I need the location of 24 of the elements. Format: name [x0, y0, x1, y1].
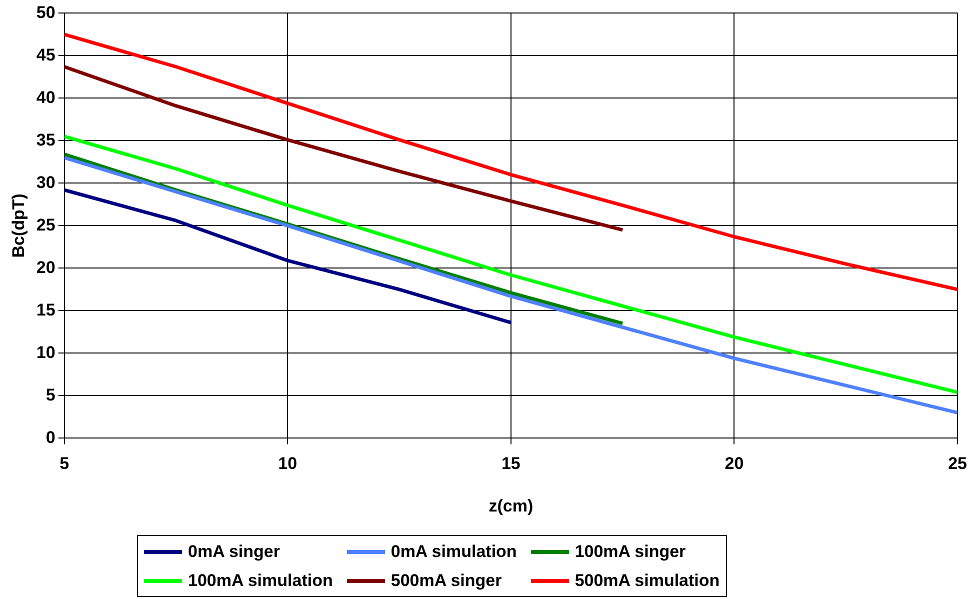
legend-label: 500mA singer — [390, 570, 502, 590]
legend-label: 100mA simulation — [188, 570, 333, 590]
y-tick-label: 45 — [36, 45, 56, 64]
x-tick-label: 10 — [278, 454, 298, 474]
y-tick-label: 50 — [36, 2, 56, 22]
legend-label: 500mA simulation — [574, 570, 720, 590]
legend-label: 0mA simulation — [390, 542, 517, 562]
legend-label: 100mA singer — [574, 542, 686, 562]
y-tick-label: 35 — [36, 130, 56, 150]
y-tick-label: 0 — [46, 428, 56, 447]
legend-label: 0mA singer — [188, 542, 280, 562]
y-tick-label: 40 — [36, 88, 56, 107]
x-tick-label: 20 — [724, 454, 744, 474]
y-tick-label: 5 — [46, 385, 56, 404]
y-tick-label: 10 — [36, 342, 56, 362]
y-axis-title: Bc(dpT) — [8, 194, 28, 258]
x-tick-label: 25 — [948, 454, 968, 474]
x-axis-title: z(cm) — [488, 496, 534, 516]
x-tick-label: 5 — [60, 454, 70, 474]
y-tick-label: 30 — [36, 172, 56, 192]
x-tick-label: 15 — [501, 454, 520, 474]
y-tick-label: 20 — [36, 258, 56, 277]
y-tick-label: 15 — [36, 300, 56, 320]
y-tick-label: 25 — [36, 215, 56, 234]
